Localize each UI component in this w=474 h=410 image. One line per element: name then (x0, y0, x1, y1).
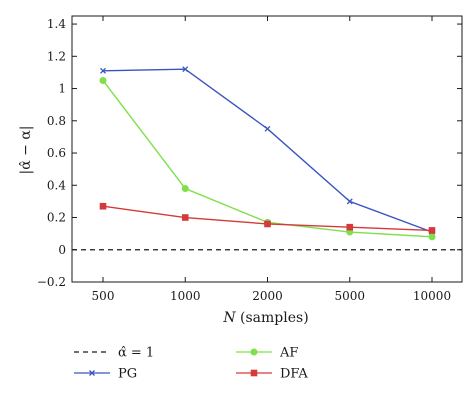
legend-item: PG (74, 367, 137, 382)
y-tick-label: 1 (58, 82, 66, 96)
data-point-dfa (99, 202, 107, 210)
x-tick-label: 2000 (252, 289, 283, 303)
y-axis: −0.2 0 0.2 0.4 0.6 0.8 1 1.2 1.4 (37, 17, 462, 289)
y-tick-label: −0.2 (37, 275, 66, 289)
marker-stroke (264, 125, 271, 132)
x-tick-label: 500 (92, 289, 115, 303)
legend-label: AF (279, 346, 298, 361)
x-axis-label: N (samples) (222, 310, 308, 326)
marker-stroke (100, 67, 106, 74)
legend-item: DFA (236, 367, 308, 382)
legend-marker (250, 369, 258, 377)
x-axis-label-variable: N (222, 310, 236, 326)
marker-stroke (346, 198, 353, 205)
y-tick-label: 0.4 (47, 178, 66, 192)
data-point-pg (264, 125, 271, 132)
data-point-dfa (181, 214, 189, 221)
data-point-dfa (264, 220, 271, 228)
y-tick-label: 1.2 (47, 49, 66, 63)
legend-label: PG (118, 367, 137, 382)
plot-frame (71, 15, 463, 283)
series-pg (100, 66, 435, 235)
y-tick-label: 0.2 (47, 211, 66, 225)
data-point-dfa (428, 227, 436, 234)
series-line-pg (102, 68, 433, 233)
x-tick-label: 10000 (413, 289, 451, 303)
x-axis: 500 1000 2000 5000 10000 (92, 16, 451, 303)
series-dfa (99, 202, 436, 234)
legend: α̂ = 1 PG AF DFA (74, 346, 308, 382)
legend-item: α̂ = 1 (74, 346, 154, 361)
x-tick-label: 1000 (170, 289, 201, 303)
y-tick-label: 1.4 (47, 17, 66, 31)
plot-area (71, 15, 463, 283)
series-layer (72, 66, 462, 251)
data-point-af (181, 184, 189, 192)
series-af (99, 76, 436, 241)
data-point-af (428, 233, 436, 241)
x-tick-label: 5000 (334, 289, 365, 303)
data-point-pg (346, 198, 353, 205)
marker-stroke (182, 66, 189, 73)
y-axis-label: |α̂ − α| (18, 126, 34, 175)
data-point-pg (100, 67, 106, 74)
x-axis-label-unit: (samples) (236, 310, 309, 326)
legend-label: α̂ = 1 (118, 346, 154, 361)
y-tick-label: 0.6 (47, 146, 66, 160)
legend-marker (250, 348, 258, 356)
data-point-pg (182, 66, 189, 73)
data-point-af (99, 76, 107, 84)
y-tick-label: 0 (58, 243, 66, 257)
legend-item: AF (236, 346, 298, 361)
legend-label: DFA (280, 367, 308, 382)
legend-marker (89, 370, 95, 376)
data-point-dfa (346, 223, 354, 231)
marker-stroke (89, 370, 95, 376)
y-tick-label: 0.8 (47, 114, 66, 128)
